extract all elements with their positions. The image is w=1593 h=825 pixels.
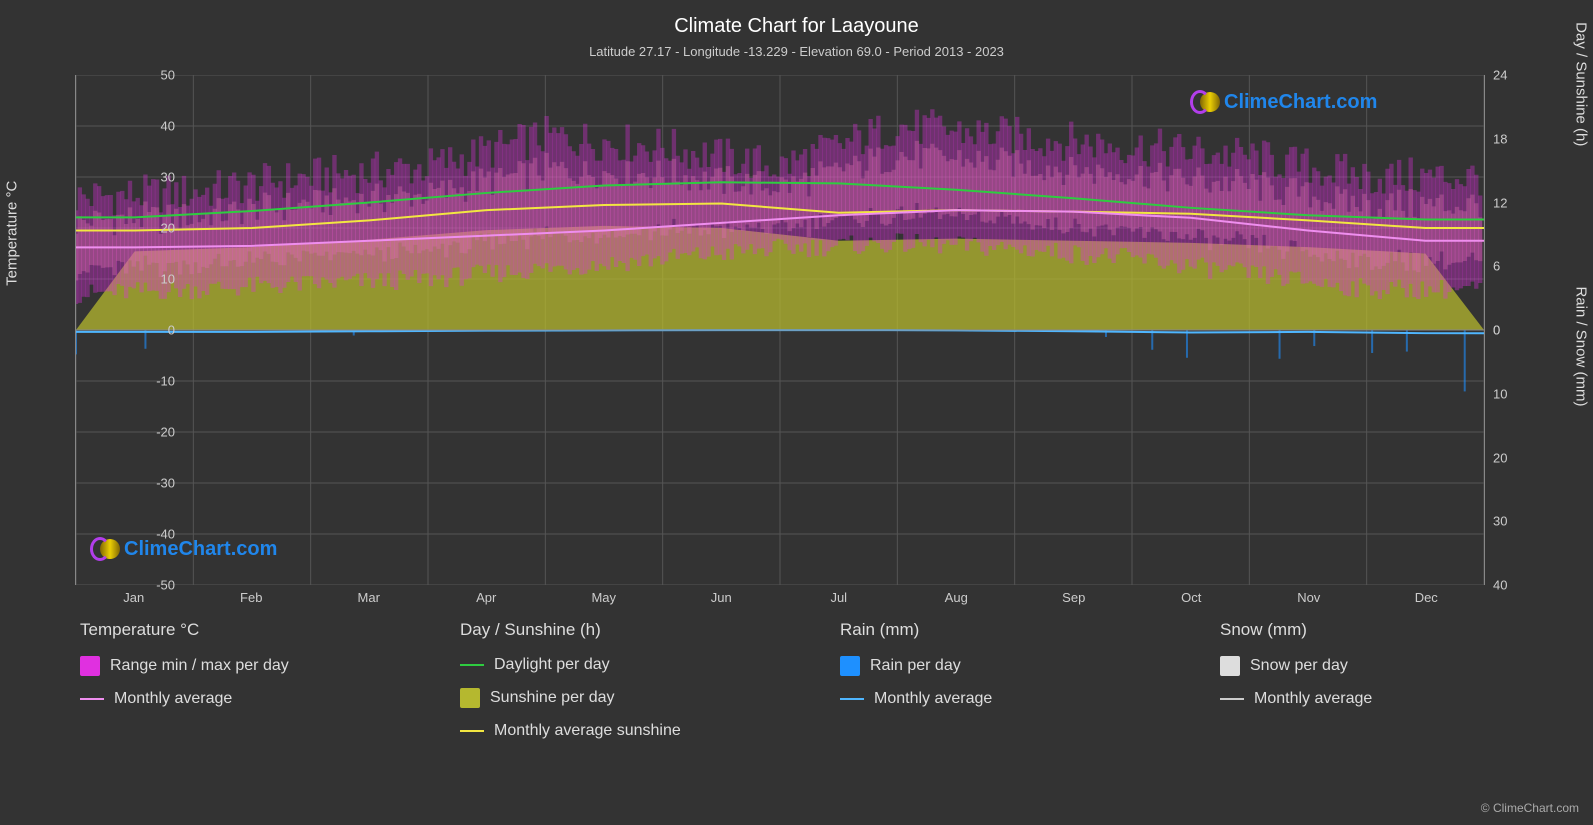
legend-item: Monthly average sunshine xyxy=(460,722,810,740)
y-left-tick: 40 xyxy=(135,119,175,134)
y-axis-right-bot-label: Rain / Snow (mm) xyxy=(1573,286,1590,406)
chart-title: Climate Chart for Laayoune xyxy=(0,0,1593,38)
y-left-tick: 0 xyxy=(135,323,175,338)
y-left-tick: 10 xyxy=(135,272,175,287)
y-right-bot-tick: 40 xyxy=(1493,578,1507,593)
legend-title: Rain (mm) xyxy=(840,620,1190,640)
legend-item: Rain per day xyxy=(840,656,1190,676)
y-right-top-tick: 18 xyxy=(1493,131,1507,146)
y-right-top-tick: 12 xyxy=(1493,195,1507,210)
plot-area xyxy=(75,75,1485,585)
legend-label: Range min / max per day xyxy=(110,657,289,675)
y-right-top-tick: 24 xyxy=(1493,68,1507,83)
legend-label: Snow per day xyxy=(1250,657,1348,675)
legend-column: Day / Sunshine (h) Daylight per day Sunshi… xyxy=(460,620,810,740)
legend-title: Day / Sunshine (h) xyxy=(460,620,810,640)
x-tick: Jul xyxy=(830,590,847,605)
legend-swatch xyxy=(460,688,480,708)
logo-icon xyxy=(90,535,118,563)
legend-column: Rain (mm) Rain per day Monthly average xyxy=(840,620,1190,740)
legend-label: Sunshine per day xyxy=(490,689,615,707)
legend-label: Monthly average sunshine xyxy=(494,722,681,740)
legend-column: Temperature °C Range min / max per day Mon… xyxy=(80,620,430,740)
y-left-tick: -10 xyxy=(135,374,175,389)
x-tick: Sep xyxy=(1062,590,1085,605)
legend-label: Monthly average xyxy=(114,690,232,708)
x-tick: May xyxy=(591,590,616,605)
logo-icon xyxy=(1190,88,1218,116)
legend-swatch xyxy=(80,656,100,676)
legend-label: Monthly average xyxy=(874,690,992,708)
x-tick: Apr xyxy=(476,590,496,605)
watermark: ClimeChart.com xyxy=(90,535,277,563)
y-left-tick: 50 xyxy=(135,68,175,83)
legend-label: Rain per day xyxy=(870,657,961,675)
legend-item: Snow per day xyxy=(1220,656,1570,676)
y-left-tick: 30 xyxy=(135,170,175,185)
y-left-tick: -30 xyxy=(135,476,175,491)
watermark-text: ClimeChart.com xyxy=(124,538,277,561)
x-tick: Feb xyxy=(240,590,262,605)
watermark-text: ClimeChart.com xyxy=(1224,91,1377,114)
x-tick: Mar xyxy=(358,590,380,605)
watermark: ClimeChart.com xyxy=(1190,88,1377,116)
legend-title: Temperature °C xyxy=(80,620,430,640)
legend-item: Monthly average xyxy=(1220,690,1570,708)
x-tick: Aug xyxy=(945,590,968,605)
legend-label: Monthly average xyxy=(1254,690,1372,708)
legend-line-swatch xyxy=(1220,698,1244,700)
legend-swatch xyxy=(840,656,860,676)
x-tick: Oct xyxy=(1181,590,1201,605)
legend-item: Sunshine per day xyxy=(460,688,810,708)
y-right-bot-tick: 0 xyxy=(1493,323,1500,338)
y-axis-left-label: Temperature °C xyxy=(4,181,21,286)
y-left-tick: -20 xyxy=(135,425,175,440)
y-left-tick: 20 xyxy=(135,221,175,236)
legend: Temperature °C Range min / max per day Mon… xyxy=(80,620,1570,740)
legend-line-swatch xyxy=(840,698,864,700)
x-tick: Jun xyxy=(711,590,732,605)
legend-line-swatch xyxy=(80,698,104,700)
y-right-top-tick: 6 xyxy=(1493,259,1500,274)
chart-subtitle: Latitude 27.17 - Longitude -13.229 - Ele… xyxy=(0,38,1593,59)
x-tick: Nov xyxy=(1297,590,1320,605)
legend-column: Snow (mm) Snow per day Monthly average xyxy=(1220,620,1570,740)
legend-item: Daylight per day xyxy=(460,656,810,674)
y-axis-right-top-label: Day / Sunshine (h) xyxy=(1573,22,1590,146)
legend-title: Snow (mm) xyxy=(1220,620,1570,640)
y-right-bot-tick: 10 xyxy=(1493,386,1507,401)
y-right-bot-tick: 20 xyxy=(1493,450,1507,465)
legend-line-swatch xyxy=(460,664,484,666)
x-tick: Jan xyxy=(123,590,144,605)
legend-item: Monthly average xyxy=(80,690,430,708)
x-tick: Dec xyxy=(1415,590,1438,605)
copyright: © ClimeChart.com xyxy=(1481,801,1579,815)
legend-swatch xyxy=(1220,656,1240,676)
legend-item: Range min / max per day xyxy=(80,656,430,676)
plot-svg xyxy=(76,75,1484,585)
legend-line-swatch xyxy=(460,730,484,732)
legend-label: Daylight per day xyxy=(494,656,610,674)
legend-item: Monthly average xyxy=(840,690,1190,708)
y-right-bot-tick: 30 xyxy=(1493,514,1507,529)
